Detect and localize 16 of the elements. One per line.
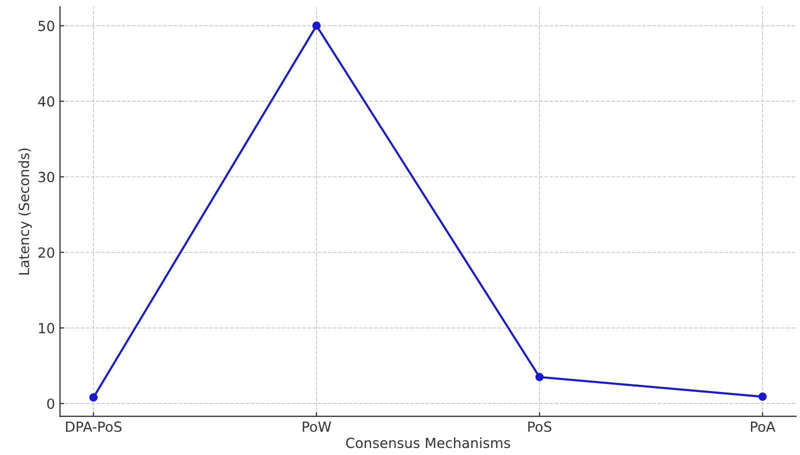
x-tick-label: PoS <box>528 421 552 432</box>
point <box>89 393 98 402</box>
point <box>535 372 544 382</box>
x-tick-label: PoW <box>302 422 332 432</box>
y-tick-label: 10 <box>38 322 54 334</box>
y-tick-label: 0 <box>47 398 54 409</box>
x-tick-label: DPA-PoS <box>66 421 122 432</box>
y-axis-title: Latency (Seconds) <box>18 148 32 274</box>
point <box>312 22 321 30</box>
x-axis-title: Consensus Mechanisms <box>346 437 510 448</box>
y-tick-label: 40 <box>38 96 54 107</box>
y-tick-label: 20 <box>38 247 54 258</box>
x-tick-label: PoA <box>750 422 776 432</box>
point <box>758 392 767 401</box>
y-tick-label: 30 <box>38 172 54 182</box>
y-tick-label: 50 <box>38 20 54 32</box>
